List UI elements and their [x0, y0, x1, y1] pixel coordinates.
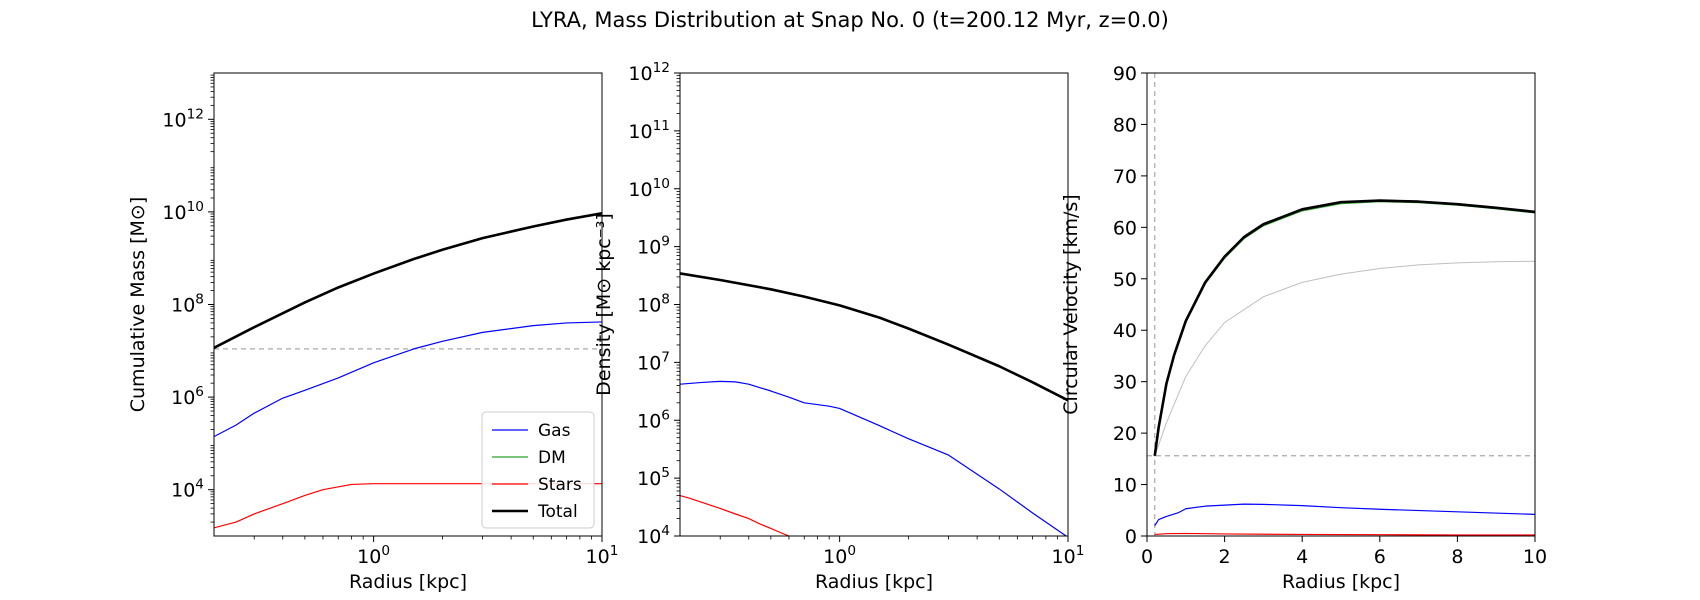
x-tick-label: 10 [1523, 546, 1547, 568]
y-tick-label: 108 [637, 292, 670, 317]
x-tick-label: 2 [1219, 546, 1231, 568]
y-tick-label: 80 [1113, 114, 1137, 136]
figure-title: LYRA, Mass Distribution at Snap No. 0 (t… [531, 8, 1169, 32]
series-dm-line [680, 273, 1068, 401]
x-tick-label: 8 [1451, 546, 1463, 568]
legend-label-stars: Stars [538, 475, 582, 495]
y-tick-label: 60 [1113, 217, 1137, 239]
series-stars-line [680, 494, 790, 536]
axes-frame [679, 72, 1069, 537]
series-stars-line [1154, 532, 1535, 536]
series-total-line [680, 272, 1068, 402]
y-tick-label: 104 [171, 477, 204, 502]
y-tick-label: 1012 [162, 106, 204, 131]
y-tick-label: 106 [171, 384, 204, 409]
x-tick-label: 100 [357, 543, 390, 568]
y-tick-label: 107 [637, 349, 670, 374]
density-panel: 100 101 104 105 106 107 108 109 1010 1011 1012 Radi… [593, 60, 1084, 593]
y-tick-label: 108 [171, 292, 204, 317]
x-tick-label: 0 [1141, 546, 1153, 568]
y-tick-label: 105 [637, 465, 670, 490]
series-halo_curve-line [1154, 260, 1535, 457]
x-axis-label: Radius [kpc] [815, 571, 933, 593]
ticks [208, 74, 603, 542]
y-tick-label: 70 [1113, 166, 1137, 188]
legend-label-total: Total [537, 502, 578, 522]
y-tick-label: 1010 [628, 176, 670, 201]
series-gas-line [1154, 503, 1535, 527]
y-tick-label: 50 [1113, 269, 1137, 291]
ticks [1141, 72, 1536, 542]
x-axis-label: Radius [kpc] [1282, 571, 1400, 593]
series-gas-line [214, 321, 602, 438]
series-total-line [214, 211, 602, 349]
y-axis-label: Cumulative Mass [M⊙] [127, 197, 149, 413]
series-total-line [1153, 199, 1535, 456]
plot-area [680, 272, 1068, 536]
plot-area [214, 211, 602, 529]
series-stars-line [214, 483, 602, 529]
circular-velocity-panel: 0 2 4 6 8 10 0 10 20 30 40 50 60 70 80 90 Radius [kpc] Ci… [1060, 63, 1547, 593]
legend-label-dm: DM [538, 448, 566, 468]
y-tick-label: 40 [1113, 320, 1137, 342]
y-axis-label: Circular Velocity [km/s] [1060, 194, 1082, 414]
series-gas-line [680, 380, 1068, 536]
ticks [674, 72, 1069, 542]
y-tick-label: 104 [637, 523, 670, 548]
x-axis-label: Radius [kpc] [349, 571, 467, 593]
y-tick-label: 10 [1113, 475, 1137, 497]
x-tick-label: 4 [1296, 546, 1308, 568]
x-tick-label: 101 [1052, 543, 1085, 568]
legend-frame [481, 411, 595, 529]
y-tick-label: 30 [1113, 372, 1137, 394]
y-tick-label: 90 [1113, 63, 1137, 85]
y-tick-label: 1010 [162, 199, 204, 224]
series-dm-line [214, 212, 602, 349]
y-tick-label: 106 [637, 407, 670, 432]
y-tick-label: 20 [1113, 423, 1137, 445]
legend: Gas DM Stars Total [481, 411, 595, 529]
y-tick-label: 109 [637, 234, 670, 259]
legend-label-gas: Gas [538, 421, 571, 441]
series-dm-line [1154, 201, 1535, 457]
y-tick-label: 0 [1125, 526, 1137, 548]
x-tick-label: 101 [586, 543, 619, 568]
x-tick-label: 100 [823, 543, 856, 568]
plot-area [1147, 73, 1535, 536]
y-axis-label: Density [M⊙ kpc⁻³] [593, 213, 615, 396]
y-tick-label: 1012 [628, 60, 670, 85]
cumulative-mass-panel: 100 101 104 106 108 1010 1012 Radius [kpc] Cumul… [127, 72, 619, 593]
x-tick-label: 6 [1374, 546, 1386, 568]
y-tick-label: 1011 [628, 118, 670, 143]
axes-frame [1146, 72, 1536, 537]
